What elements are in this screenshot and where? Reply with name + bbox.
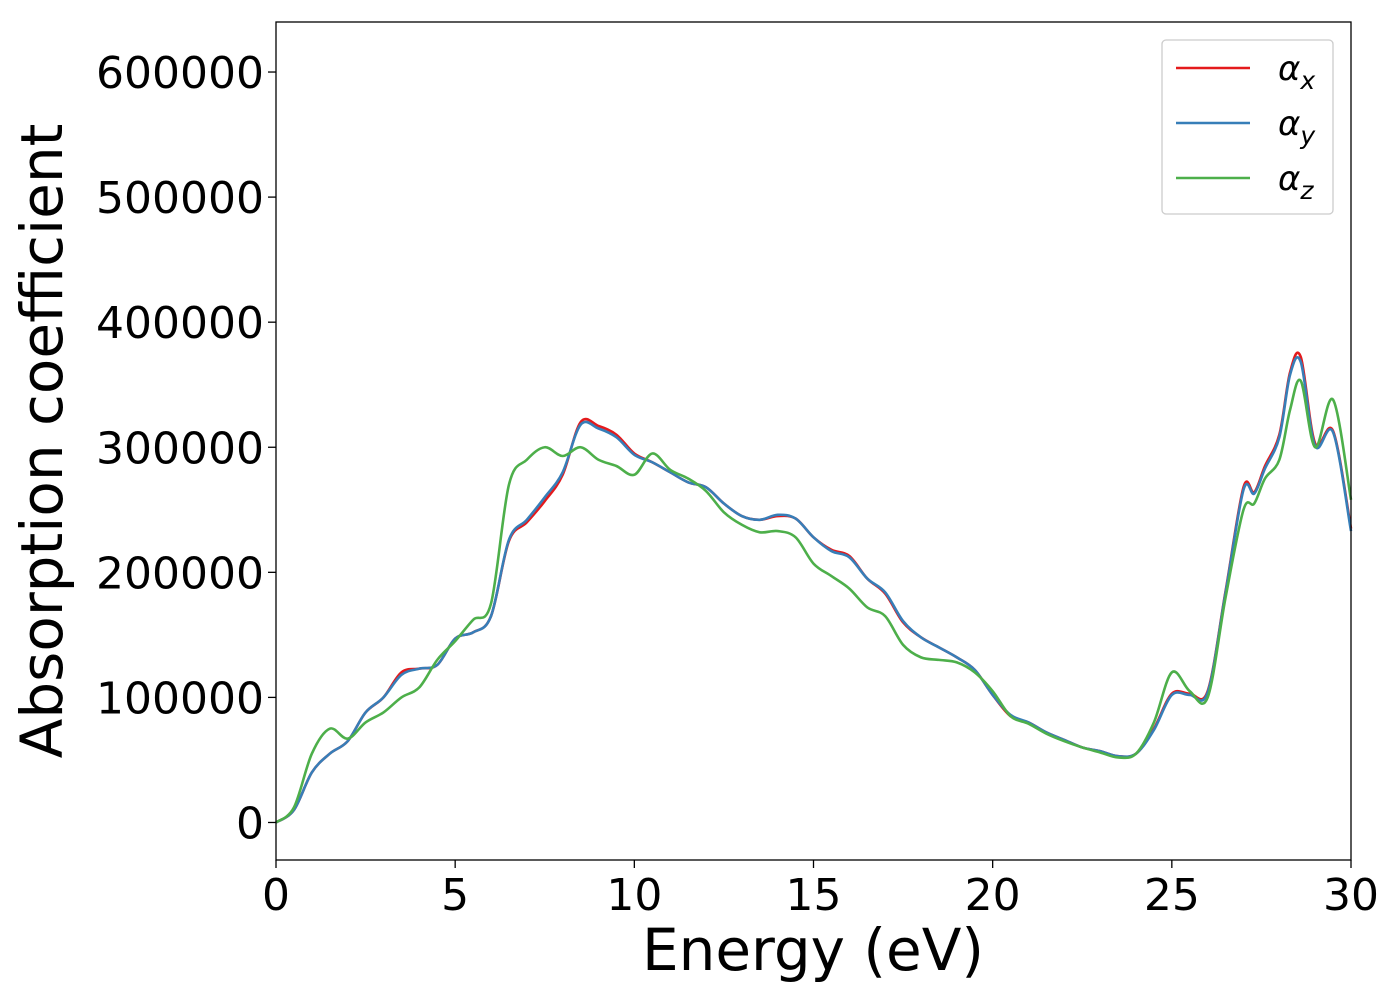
y-tick-label: 100000	[96, 673, 264, 724]
legend-box	[1161, 39, 1334, 215]
x-tick-label: 15	[786, 870, 842, 921]
y-axis-label: Absorption coefficient	[8, 124, 76, 759]
legend-label-z: αz	[1278, 159, 1314, 205]
axis-layer: 0 5 10 15 20 25 30 0 100000 200000 300000 400000 500…	[96, 48, 1379, 921]
series-line-x	[275, 351, 1353, 824]
y-tick-label: 400000	[96, 298, 264, 349]
y-tick-label: 500000	[96, 173, 264, 224]
series-line-z	[275, 378, 1353, 824]
x-axis-label: Energy (eV)	[642, 916, 984, 984]
legend-label-x: αx	[1278, 49, 1315, 95]
x-tick-label: 20	[965, 870, 1021, 921]
y-tick-label: 600000	[96, 48, 264, 99]
x-tick-label: 30	[1323, 870, 1379, 921]
x-tick-label: 25	[1144, 870, 1200, 921]
y-tick-label: 0	[236, 798, 264, 849]
y-tick-label: 200000	[96, 548, 264, 599]
y-tick-label: 300000	[96, 423, 264, 474]
x-tick-label: 10	[606, 870, 662, 921]
legend-label-y: αy	[1278, 104, 1316, 150]
data-layer	[275, 351, 1353, 824]
legend: αx αy αz	[1161, 39, 1334, 215]
x-tick-label: 5	[441, 870, 469, 921]
x-tick-label: 0	[262, 870, 290, 921]
series-line-y	[275, 356, 1353, 824]
